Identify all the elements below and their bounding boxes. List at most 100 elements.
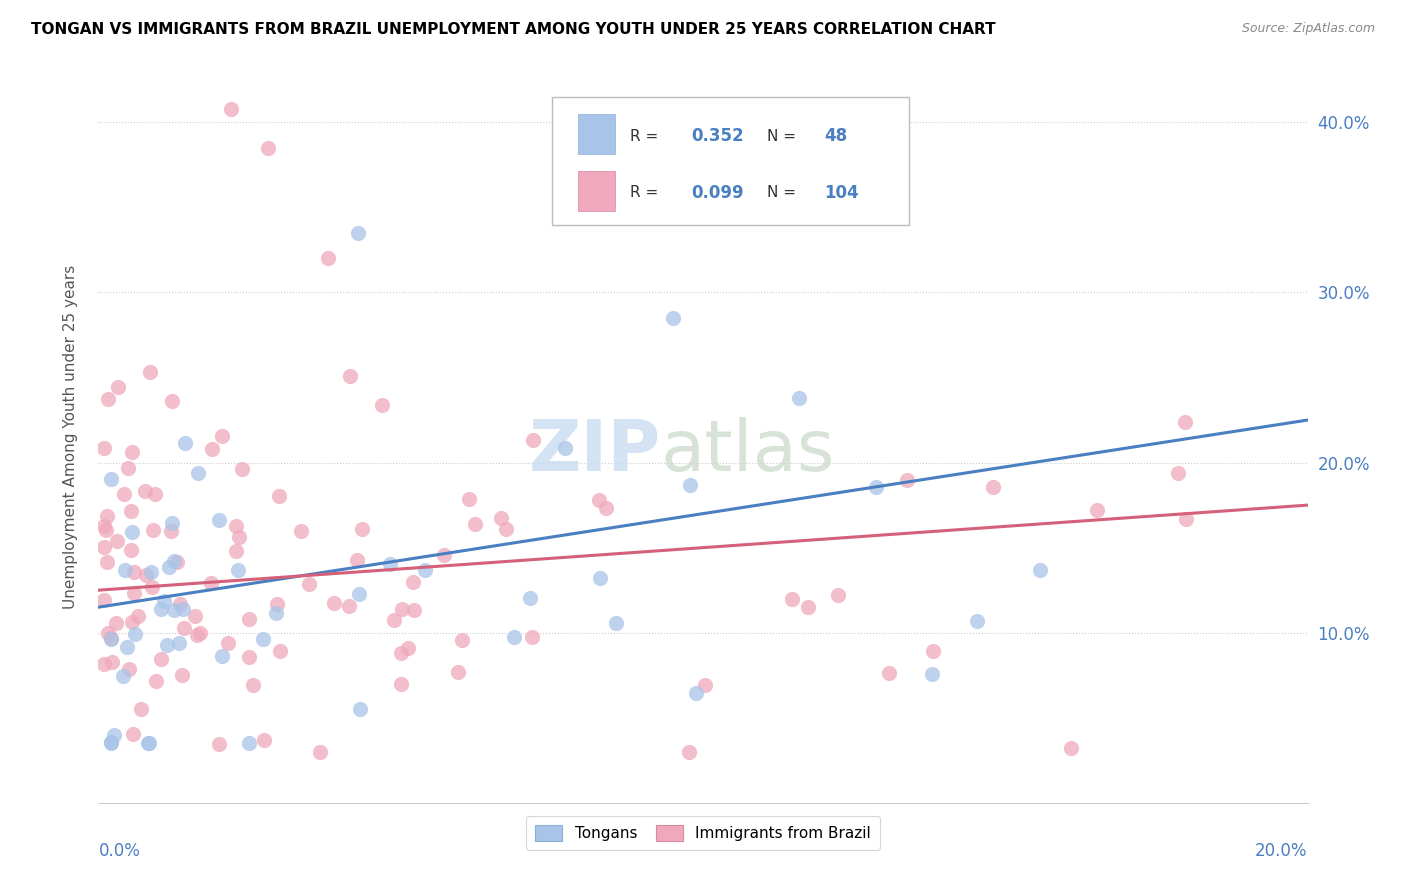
Point bbox=[211, 649, 233, 664]
Point bbox=[252, 632, 274, 646]
Point bbox=[588, 492, 610, 507]
Point bbox=[827, 588, 849, 602]
Point bbox=[797, 599, 820, 614]
Point bbox=[266, 597, 288, 611]
Point bbox=[211, 429, 233, 443]
Point bbox=[371, 398, 394, 412]
Point bbox=[112, 487, 135, 501]
Point bbox=[120, 504, 142, 518]
Point bbox=[145, 673, 167, 688]
Point bbox=[96, 626, 118, 640]
Text: 0.352: 0.352 bbox=[690, 127, 744, 145]
Point bbox=[100, 736, 122, 750]
Point bbox=[238, 611, 260, 625]
Point bbox=[787, 391, 810, 405]
Point bbox=[349, 587, 371, 601]
Point bbox=[200, 575, 222, 590]
Point bbox=[339, 368, 361, 383]
Point bbox=[138, 736, 160, 750]
Point bbox=[337, 599, 360, 613]
Point bbox=[346, 553, 368, 567]
Point bbox=[114, 563, 136, 577]
Text: TONGAN VS IMMIGRANTS FROM BRAZIL UNEMPLOYMENT AMONG YOUTH UNDER 25 YEARS CORRELA: TONGAN VS IMMIGRANTS FROM BRAZIL UNEMPLO… bbox=[31, 22, 995, 37]
Point bbox=[156, 638, 179, 652]
Point bbox=[308, 745, 330, 759]
Point bbox=[225, 519, 247, 533]
Point bbox=[554, 441, 576, 455]
Point bbox=[780, 592, 803, 607]
Point bbox=[1085, 503, 1108, 517]
Text: 0.099: 0.099 bbox=[690, 184, 744, 202]
Point bbox=[896, 473, 918, 487]
FancyBboxPatch shape bbox=[551, 97, 908, 225]
Text: R =: R = bbox=[630, 186, 664, 200]
Point bbox=[502, 631, 524, 645]
Point bbox=[221, 102, 243, 116]
Text: 104: 104 bbox=[824, 184, 859, 202]
Point bbox=[93, 441, 115, 455]
Text: N =: N = bbox=[768, 128, 801, 144]
Point bbox=[519, 591, 541, 606]
Point bbox=[402, 603, 425, 617]
Point bbox=[160, 516, 183, 530]
Point bbox=[389, 677, 412, 691]
Point bbox=[693, 678, 716, 692]
Text: ZIP: ZIP bbox=[529, 417, 661, 486]
Point bbox=[124, 627, 146, 641]
Bar bbox=[578, 114, 614, 154]
Point bbox=[183, 609, 205, 624]
Legend: Tongans, Immigrants from Brazil: Tongans, Immigrants from Brazil bbox=[526, 815, 880, 850]
Point bbox=[208, 513, 231, 527]
Point bbox=[228, 530, 250, 544]
Point bbox=[231, 462, 253, 476]
Point bbox=[143, 487, 166, 501]
Point bbox=[96, 508, 118, 523]
Point bbox=[1028, 563, 1050, 577]
Point bbox=[389, 646, 412, 660]
Point bbox=[160, 524, 183, 539]
Text: Source: ZipAtlas.com: Source: ZipAtlas.com bbox=[1241, 22, 1375, 36]
Point bbox=[134, 483, 156, 498]
Point bbox=[290, 524, 312, 539]
Point bbox=[495, 522, 517, 536]
Point bbox=[391, 601, 413, 615]
Point bbox=[226, 563, 249, 577]
Y-axis label: Unemployment Among Youth under 25 years: Unemployment Among Youth under 25 years bbox=[63, 265, 77, 609]
Point bbox=[678, 745, 700, 759]
Point bbox=[121, 445, 143, 459]
Point bbox=[253, 733, 276, 747]
Point bbox=[150, 602, 173, 616]
Point bbox=[139, 565, 162, 579]
Point bbox=[264, 606, 287, 620]
Point bbox=[117, 460, 139, 475]
Point bbox=[242, 677, 264, 691]
Point bbox=[865, 480, 887, 494]
Point bbox=[139, 365, 162, 379]
Point bbox=[378, 558, 401, 572]
Point bbox=[1174, 415, 1197, 429]
Point bbox=[167, 636, 190, 650]
Point bbox=[93, 519, 115, 533]
Point bbox=[316, 252, 339, 266]
Point bbox=[679, 478, 702, 492]
Point bbox=[94, 524, 117, 538]
Point bbox=[100, 735, 122, 749]
Point bbox=[141, 580, 163, 594]
Bar bbox=[578, 170, 614, 211]
Point bbox=[100, 631, 122, 645]
Point bbox=[522, 630, 544, 644]
Point bbox=[256, 141, 278, 155]
Point bbox=[162, 394, 184, 409]
Point bbox=[298, 577, 321, 591]
Point bbox=[921, 643, 943, 657]
Point bbox=[121, 727, 143, 741]
Point bbox=[163, 603, 186, 617]
Point bbox=[157, 560, 180, 574]
Point bbox=[186, 628, 208, 642]
Point bbox=[238, 649, 260, 664]
Point bbox=[877, 665, 900, 680]
Point bbox=[136, 736, 159, 750]
Point bbox=[450, 632, 472, 647]
Point bbox=[1175, 511, 1198, 525]
Point bbox=[349, 701, 371, 715]
